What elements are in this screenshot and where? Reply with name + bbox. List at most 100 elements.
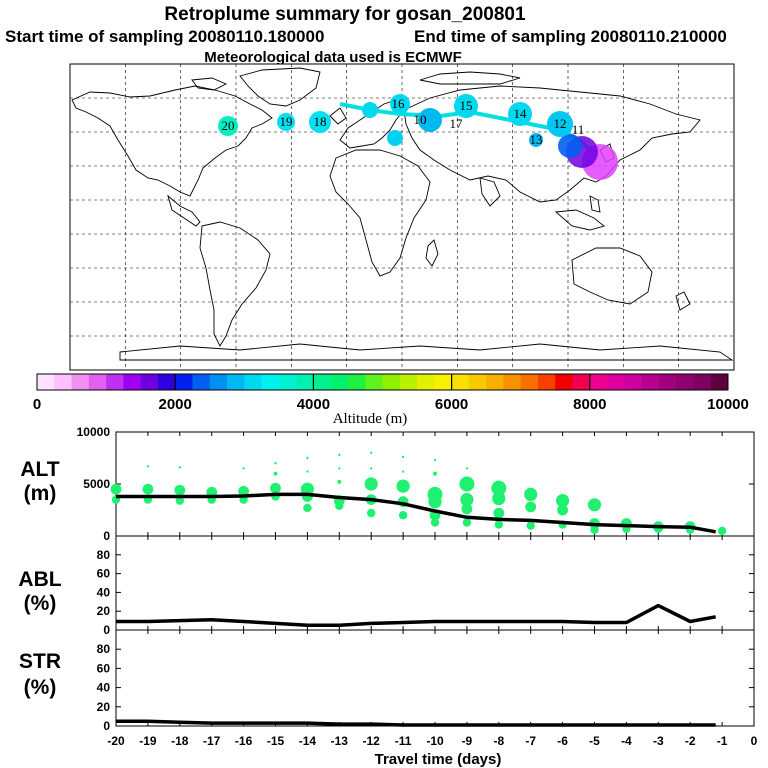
x-tick-label: -18 — [171, 734, 189, 748]
colorbar-swatch — [88, 374, 107, 390]
series-line — [116, 492, 717, 534]
x-tick-label: -12 — [363, 734, 381, 748]
x-tick-label: -6 — [557, 734, 568, 748]
alt-bubble — [306, 456, 309, 460]
alt-bubble — [270, 482, 281, 494]
alt-bubble — [465, 467, 469, 470]
alt-bubble — [335, 501, 344, 511]
colorbar-swatch — [641, 374, 660, 390]
alt-bubble — [492, 491, 506, 506]
colorbar-swatch — [330, 374, 349, 390]
colorbar-swatch — [296, 374, 314, 390]
alt-bubble — [459, 476, 475, 492]
title-start-time: Start time of sampling 20080110.180000 — [5, 27, 324, 46]
x-tick-label: -10 — [426, 734, 444, 748]
panel-y-tick-label: 40 — [97, 585, 111, 599]
colorbar-frame — [36, 373, 729, 391]
alt-bubble — [401, 455, 405, 459]
colorbar-swatch — [365, 374, 383, 390]
colorbar-swatch — [468, 374, 487, 390]
panel-y-tick-label: 0 — [103, 719, 110, 733]
altitude-colorbar — [36, 373, 729, 391]
alt-label: ALT — [20, 458, 59, 481]
panel-y-tick-label: 5000 — [83, 477, 110, 491]
colorbar-swatch — [382, 374, 401, 390]
trajectory-label: 16 — [392, 96, 406, 111]
colorbar-swatch — [434, 374, 452, 390]
x-tick-label: -11 — [395, 734, 412, 748]
trajectory-label: 12 — [554, 116, 567, 131]
x-tick-label: -13 — [331, 734, 349, 748]
colorbar-swatch — [658, 374, 677, 390]
colorbar-swatch — [227, 374, 245, 390]
alt-bubble — [110, 483, 122, 495]
panel-y-tick-label: 60 — [97, 661, 111, 675]
x-tick-label: 0 — [751, 734, 758, 748]
colorbar-swatch — [209, 374, 228, 390]
alt-bubble — [242, 467, 245, 470]
colorbar-swatch — [54, 374, 72, 390]
panel-y-tick-label: 20 — [97, 700, 111, 714]
alt-bubble — [587, 498, 602, 512]
alt-bubble — [338, 453, 341, 457]
colorbar-swatch — [123, 374, 141, 390]
x-tick-label: -20 — [107, 734, 125, 748]
alt-bubble — [717, 526, 727, 535]
x-tick-label: -19 — [139, 734, 157, 748]
alt-bubble — [178, 466, 181, 469]
alt-bubble — [303, 503, 312, 513]
x-axis-ticks: -20 -19 -18 -17 -16 -15 -14 -13 -12 -11 -10 -9 -8 -7-… — [107, 734, 757, 748]
retroplume-track — [218, 94, 618, 180]
panel-frame — [115, 629, 755, 727]
colorbar-tick-labels: 0 2000 4000 6000 8000 10000 — [33, 374, 749, 413]
colorbar-swatch — [140, 374, 159, 390]
alt-bubble — [590, 525, 599, 534]
x-tick-label: -9 — [462, 734, 473, 748]
colorbar-swatch — [192, 374, 211, 390]
panel-y-tick-label: 80 — [97, 548, 111, 562]
colorbar-swatch — [71, 374, 90, 390]
alt-bubble — [370, 467, 373, 470]
trajectory-label: 15 — [460, 98, 473, 113]
panel-y-tick-label: 10000 — [77, 425, 111, 439]
panel-y-tick-label: 0 — [103, 623, 110, 637]
series-line — [116, 719, 716, 727]
colorbar-swatch — [347, 374, 366, 390]
alt-bubble — [396, 479, 410, 493]
colorbar-swatch — [555, 374, 573, 390]
alt-panel: 10000 5000 0 — [77, 425, 755, 543]
colorbar-swatch — [261, 374, 280, 390]
x-tick-label: -15 — [267, 734, 285, 748]
colorbar-swatch — [537, 374, 556, 390]
colorbar-tick-label: 6000 — [435, 396, 468, 413]
alt-bubble — [460, 493, 474, 507]
trajectory-label: 14 — [514, 106, 528, 121]
alt-bubble — [401, 470, 405, 473]
title-end-time: End time of sampling 20080110.210000 — [414, 27, 727, 46]
panel-frame — [115, 535, 755, 631]
colorbar-swatch — [106, 374, 124, 390]
alt-bubble — [398, 511, 408, 520]
str-panel: 80 60 40 20 0 — [97, 629, 755, 733]
colorbar-swatch — [607, 374, 625, 390]
trajectory-label: 17 — [450, 116, 464, 131]
colorbar-swatch — [278, 374, 297, 390]
panel-y-tick-label: 80 — [97, 642, 111, 656]
alt-bubble — [338, 467, 341, 470]
alt-bubble — [433, 471, 437, 476]
colorbar-tick-label: 8000 — [573, 396, 606, 413]
alt-bubble — [175, 496, 184, 505]
alt-bubble — [430, 518, 440, 527]
colorbar-swatch — [451, 374, 470, 390]
x-axis-label: Travel time (days) — [375, 751, 502, 768]
alt-bubble — [491, 480, 507, 496]
trajectory-label: 19 — [280, 114, 293, 129]
alt-bubble — [526, 521, 535, 530]
panel-y-tick-label: 40 — [97, 681, 111, 695]
colorbar-tick-label: 0 — [33, 396, 41, 413]
abl-unit: (%) — [24, 592, 57, 615]
x-tick-label: -2 — [685, 734, 696, 748]
series-line — [116, 603, 717, 628]
